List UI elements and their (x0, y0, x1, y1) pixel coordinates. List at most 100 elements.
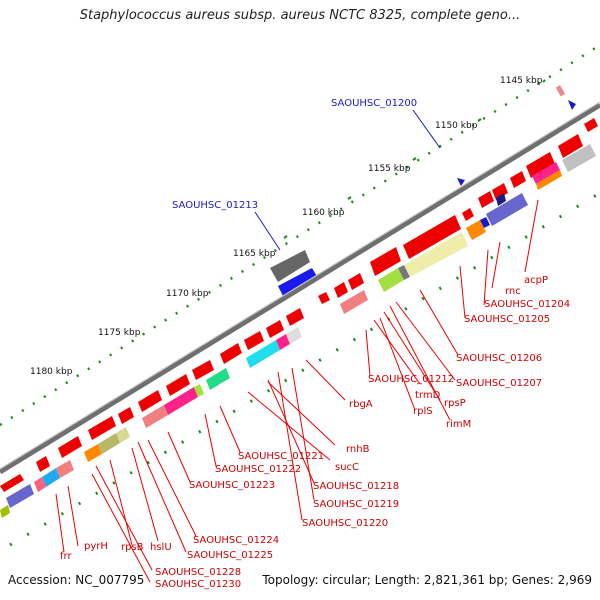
scale-label: 1160 kbp (302, 208, 345, 218)
gene-arrow (166, 374, 190, 396)
scale-label: 1155 kbp (368, 164, 411, 174)
label-leaders (55, 199, 539, 583)
gene-label: rbgA (349, 399, 373, 410)
block (116, 427, 130, 443)
scale-tick (412, 157, 417, 161)
gene-label: hslU (150, 542, 172, 553)
gene-arrow (558, 134, 583, 158)
block (276, 334, 290, 350)
block (42, 468, 60, 487)
highlight-label: SAOUHSC_01200 (331, 98, 417, 109)
gene-arrow (403, 215, 461, 259)
gene-label: SAOUHSC_01220 (302, 518, 388, 529)
gene-arrow (118, 407, 134, 424)
block (562, 144, 596, 172)
block (56, 460, 74, 478)
block (532, 162, 560, 184)
block (480, 217, 490, 228)
gene-label: sucC (335, 462, 359, 473)
gene-label: SAOUHSC_01219 (313, 499, 399, 510)
block (0, 505, 10, 518)
gene-label: SAOUHSC_01212 (368, 374, 454, 385)
annotation-blocks (0, 144, 596, 518)
scale-label: 1150 kbp (435, 121, 478, 131)
gene-arrow (88, 416, 116, 440)
gene-label: SAOUHSC_01205 (464, 314, 550, 325)
block (142, 405, 168, 428)
feature-arrow-blue (457, 178, 465, 186)
backbone (0, 101, 600, 475)
gene-labels: acpP rnc SAOUHSC_01204 SAOUHSC_01205 SAO… (60, 275, 570, 590)
block (34, 477, 46, 492)
block (496, 193, 506, 206)
gene-label: rplS (413, 406, 433, 417)
topology-text: Topology: circular; Length: 2,821,361 bp… (262, 573, 592, 587)
feature-gray (270, 250, 310, 282)
block (340, 290, 368, 314)
gene-arrow (526, 152, 555, 178)
map-title: Staphylococcus aureus subsp. aureus NCTC… (79, 8, 521, 23)
gene-arrow (478, 191, 494, 208)
gene-arrow (192, 360, 214, 380)
block (6, 484, 34, 508)
gene-arrow (0, 474, 24, 492)
scale-track (0, 43, 600, 427)
gene-label: pyrH (84, 541, 108, 552)
gene-label: rpsB (121, 542, 144, 553)
gene-label: SAOUHSC_01204 (484, 299, 570, 310)
gene-label: rpsP (444, 398, 466, 409)
gene-arrow (58, 436, 82, 458)
gene-label: SAOUHSC_01207 (456, 378, 542, 389)
feature-arrow-blue (568, 100, 576, 110)
gene-arrow (266, 320, 284, 338)
scale-label: 1175 kbp (98, 328, 141, 338)
block (246, 340, 280, 368)
forward-strand-genes (0, 118, 598, 492)
block (398, 265, 410, 280)
highlight-pointer (412, 109, 441, 149)
gene-arrow (584, 118, 598, 132)
accession-text: Accession: NC_007795 (8, 573, 145, 587)
gene-arrow (334, 282, 348, 298)
gene-arrow (138, 390, 162, 412)
highlight-pointer (254, 211, 281, 251)
scale-label: 1165 kbp (233, 249, 276, 259)
gene-arrow (286, 308, 304, 326)
gene-label: rnhB (346, 444, 370, 455)
gene-label: SAOUHSC_01206 (456, 353, 542, 364)
gene-arrow (462, 208, 474, 221)
gene-label: rimM (446, 419, 471, 430)
block (84, 444, 102, 462)
gene-label: acpP (524, 275, 548, 286)
gene-arrow (348, 273, 364, 290)
highlight-label: SAOUHSC_01213 (172, 200, 258, 211)
gene-label: trmD (415, 390, 441, 401)
gene-arrow (36, 456, 50, 472)
feature-small (555, 85, 566, 97)
scale-tick (542, 79, 546, 83)
gene-arrow (244, 331, 264, 350)
gene-label: SAOUHSC_01221 (238, 451, 324, 462)
block (466, 220, 486, 240)
gene-arrow (492, 183, 508, 200)
gene-label: SAOUHSC_01225 (187, 550, 273, 561)
gene-label: SAOUHSC_01223 (189, 480, 275, 491)
gene-label: SAOUHSC_01230 (155, 579, 241, 590)
scale-tick (347, 196, 352, 200)
gene-arrow (510, 171, 526, 188)
block (536, 170, 562, 190)
gene-label: SAOUHSC_01228 (155, 567, 241, 578)
block (286, 327, 302, 344)
inner-tick-track (9, 191, 600, 547)
block (486, 193, 528, 226)
scale-label: 1180 kbp (30, 367, 73, 377)
gene-label: SAOUHSC_01222 (215, 464, 301, 475)
feature-blue (278, 268, 318, 298)
scale-tick (283, 235, 288, 239)
block (194, 384, 204, 397)
gene-arrow (220, 343, 242, 364)
block (98, 433, 120, 454)
scale-tick (477, 118, 482, 122)
scale-label: 1145 kbp (500, 76, 543, 86)
